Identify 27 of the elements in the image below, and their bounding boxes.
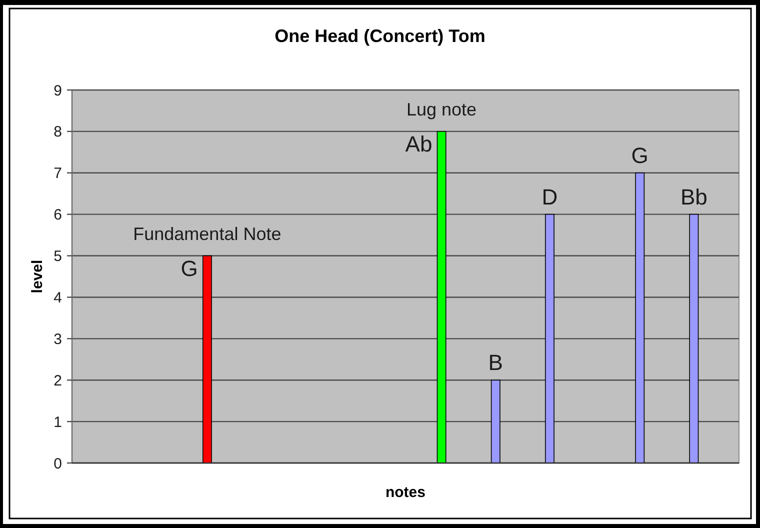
y-tick-label: 3 xyxy=(54,330,62,348)
bar xyxy=(544,214,554,464)
series-label: Lug note xyxy=(406,99,477,120)
bar xyxy=(436,131,446,464)
y-tick-label: 5 xyxy=(54,248,62,266)
bar xyxy=(202,255,212,464)
y-tick-label: 4 xyxy=(54,289,62,306)
y-tick-label: 1 xyxy=(54,414,62,431)
bar xyxy=(490,380,500,464)
y-tick-label: 0 xyxy=(54,455,62,472)
y-tick-label: 9 xyxy=(54,82,62,100)
data-label: B xyxy=(488,350,503,376)
data-label: G xyxy=(631,142,648,168)
series-label: Fundamental Note xyxy=(133,224,282,244)
y-axis-title: level xyxy=(29,260,46,294)
data-label: Bb xyxy=(680,184,708,210)
bar xyxy=(635,172,645,464)
data-label: D xyxy=(542,184,558,210)
y-tick-label: 7 xyxy=(54,165,62,182)
y-tick-label: 6 xyxy=(54,206,62,224)
chart-title: One Head (Concert) Tom xyxy=(274,26,486,46)
bar xyxy=(689,214,699,464)
data-label: G xyxy=(180,256,198,281)
data-label: Ab xyxy=(405,131,432,156)
x-axis-title: notes xyxy=(385,484,426,501)
y-tick-label: 8 xyxy=(54,124,62,141)
y-tick-label: 2 xyxy=(54,372,62,390)
